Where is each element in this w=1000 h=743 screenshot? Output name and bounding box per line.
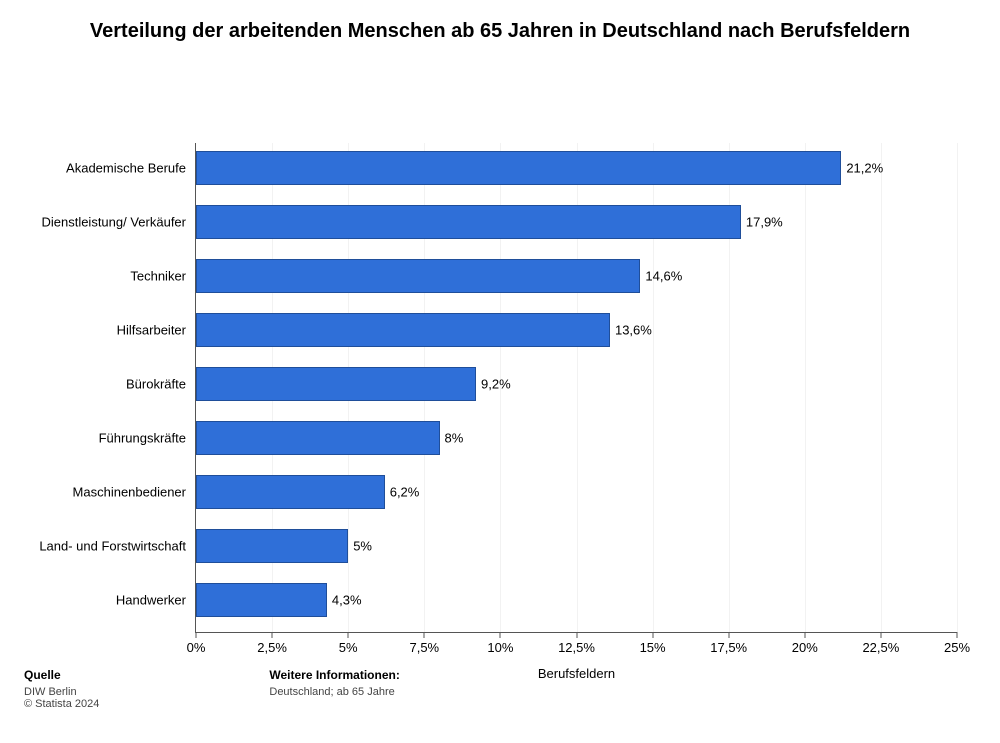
bar: 4,3%: [196, 583, 327, 617]
bar: 9,2%: [196, 367, 476, 401]
category-label: Hilfsarbeiter: [117, 323, 196, 338]
x-tick-label: 20%: [792, 632, 818, 655]
category-label: Maschinenbediener: [73, 485, 196, 500]
bar-value-label: 14,6%: [639, 269, 682, 284]
category-label: Techniker: [130, 269, 196, 284]
x-tick-label: 22,5%: [862, 632, 899, 655]
bar-row: Techniker14,6%: [196, 259, 957, 293]
bar: 5%: [196, 529, 348, 563]
bar-value-label: 13,6%: [609, 323, 652, 338]
bar-row: Maschinenbediener6,2%: [196, 475, 957, 509]
bar-value-label: 17,9%: [740, 215, 783, 230]
bar-row: Land- und Forstwirtschaft5%: [196, 529, 957, 563]
more-info-label: Weitere Informationen:: [269, 668, 399, 682]
category-label: Handwerker: [116, 593, 196, 608]
bar: 6,2%: [196, 475, 385, 509]
bar-value-label: 9,2%: [475, 377, 511, 392]
x-tick-label: 5%: [339, 632, 358, 655]
bar-row: Führungskräfte8%: [196, 421, 957, 455]
category-label: Akademische Berufe: [66, 161, 196, 176]
bar-value-label: 4,3%: [326, 593, 362, 608]
bar: 17,9%: [196, 205, 741, 239]
source-value: DIW Berlin: [24, 686, 99, 698]
bar-value-label: 8%: [439, 431, 464, 446]
bar-value-label: 5%: [347, 539, 372, 554]
more-info-value: Deutschland; ab 65 Jahre: [269, 686, 399, 698]
bar: 13,6%: [196, 313, 610, 347]
bar-value-label: 6,2%: [384, 485, 420, 500]
bar-value-label: 21,2%: [840, 161, 883, 176]
x-tick-label: 25%: [944, 632, 970, 655]
bar-row: Hilfsarbeiter13,6%: [196, 313, 957, 347]
x-tick-label: 17,5%: [710, 632, 747, 655]
source-block: Quelle DIW Berlin © Statista 2024: [24, 668, 99, 710]
chart-title: Verteilung der arbeitenden Menschen ab 6…: [0, 0, 1000, 55]
bar-row: Bürokräfte9,2%: [196, 367, 957, 401]
bar: 21,2%: [196, 151, 841, 185]
x-tick-label: 7,5%: [409, 632, 439, 655]
x-tick-label: 12,5%: [558, 632, 595, 655]
grid-line: [957, 143, 958, 632]
x-tick-label: 0%: [187, 632, 206, 655]
bar-row: Dienstleistung/ Verkäufer17,9%: [196, 205, 957, 239]
bar: 8%: [196, 421, 440, 455]
category-label: Land- und Forstwirtschaft: [39, 539, 196, 554]
source-label: Quelle: [24, 668, 99, 682]
category-label: Bürokräfte: [126, 377, 196, 392]
x-tick-label: 2,5%: [257, 632, 287, 655]
category-label: Dienstleistung/ Verkäufer: [41, 215, 196, 230]
copyright: © Statista 2024: [24, 698, 99, 710]
category-label: Führungskräfte: [99, 431, 196, 446]
plot-area: Berufsfeldern 0%2,5%5%7,5%10%12,5%15%17,…: [195, 143, 957, 633]
x-tick-label: 10%: [487, 632, 513, 655]
x-tick-label: 15%: [640, 632, 666, 655]
more-info-block: Weitere Informationen: Deutschland; ab 6…: [269, 668, 399, 710]
bar: 14,6%: [196, 259, 640, 293]
bar-row: Handwerker4,3%: [196, 583, 957, 617]
chart-footer: Quelle DIW Berlin © Statista 2024 Weiter…: [24, 668, 976, 710]
bar-row: Akademische Berufe21,2%: [196, 151, 957, 185]
